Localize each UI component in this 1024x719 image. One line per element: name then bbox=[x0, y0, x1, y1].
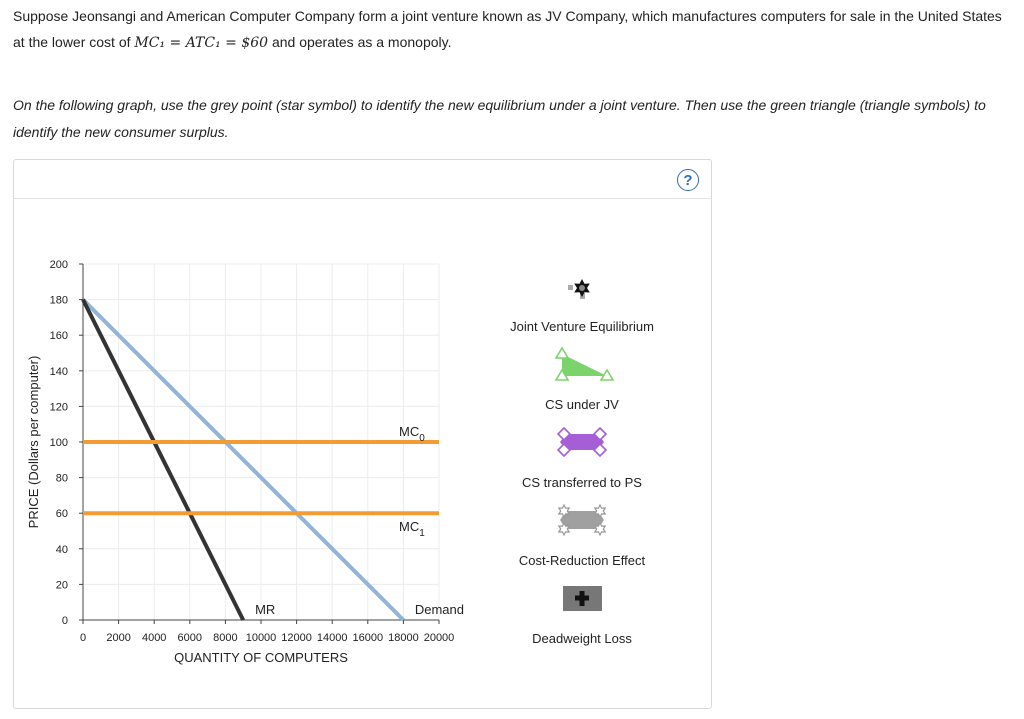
triangle-handle-icon bbox=[599, 368, 615, 381]
star-handle-icon bbox=[557, 521, 571, 537]
y-tick-label: 200 bbox=[50, 259, 68, 271]
x-axis-label: QUANTITY OF COMPUTERS bbox=[174, 650, 348, 665]
diamond-handle-icon bbox=[556, 442, 572, 458]
x-tick-label: 16000 bbox=[353, 632, 384, 644]
y-tick-label: 40 bbox=[56, 544, 68, 556]
mc-label-0: MC0 bbox=[399, 424, 425, 444]
x-tick-label: 10000 bbox=[246, 632, 277, 644]
y-tick-label: 120 bbox=[50, 401, 68, 413]
palette-item[interactable]: CS transferred to PS bbox=[522, 426, 642, 490]
instruction-text: On the following graph, use the grey poi… bbox=[13, 97, 986, 140]
x-tick-label: 12000 bbox=[281, 632, 312, 644]
palette-item[interactable]: CS under JV bbox=[545, 346, 619, 412]
y-tick-label: 60 bbox=[56, 508, 68, 520]
panel-divider bbox=[14, 198, 711, 199]
y-tick-label: 80 bbox=[56, 473, 68, 485]
plus-horizontal-icon bbox=[575, 595, 589, 601]
y-tick-label: 0 bbox=[62, 615, 68, 627]
mr-label: MR bbox=[255, 602, 275, 617]
x-tick-label: 18000 bbox=[388, 632, 419, 644]
star-handle-icon bbox=[557, 503, 571, 519]
question-text: Suppose Jeonsangi and American Computer … bbox=[13, 8, 1002, 51]
palette-item-label: Deadweight Loss bbox=[532, 631, 632, 646]
palette-item-label: Cost-Reduction Effect bbox=[519, 553, 646, 568]
series-line-mr bbox=[81, 298, 245, 621]
triangle-handle-icon bbox=[554, 368, 570, 381]
star-center-icon bbox=[579, 285, 585, 291]
cost-equation: MC₁ = ATC₁ = $60 bbox=[134, 35, 269, 51]
y-axis-label: PRICE (Dollars per computer) bbox=[26, 356, 41, 529]
palette-item-label: CS under JV bbox=[545, 397, 619, 412]
diamond-handle-icon bbox=[556, 426, 572, 442]
handle-icon bbox=[568, 285, 573, 290]
y-tick-label: 20 bbox=[56, 579, 68, 591]
demand-label: Demand bbox=[415, 602, 464, 617]
palette-item[interactable]: Joint Venture Equilibrium bbox=[510, 279, 654, 334]
rectangle-fill-icon bbox=[560, 511, 604, 529]
palette: Joint Venture Equilibrium CS under JV CS t… bbox=[510, 279, 654, 646]
diamond-handle-icon bbox=[592, 442, 608, 458]
triangle-handle-icon bbox=[554, 346, 570, 359]
x-tick-label: 4000 bbox=[142, 632, 166, 644]
y-tick-label: 100 bbox=[50, 437, 68, 449]
help-button[interactable]: ? bbox=[677, 169, 699, 191]
palette-item-label: Joint Venture Equilibrium bbox=[510, 319, 654, 334]
triangle-fill-icon bbox=[562, 354, 607, 376]
x-tick-label: 14000 bbox=[317, 632, 348, 644]
star-handle-icon bbox=[593, 521, 607, 537]
x-tick-label: 2000 bbox=[106, 632, 130, 644]
palette-item[interactable]: Deadweight Loss bbox=[532, 586, 632, 646]
diamond-handle-icon bbox=[592, 426, 608, 442]
graph-panel: ? bbox=[13, 159, 712, 709]
y-tick-label: 140 bbox=[50, 366, 68, 378]
mc-label-1: MC1 bbox=[399, 519, 425, 539]
chart-series: MR Demand MC0 MC1 bbox=[81, 298, 464, 622]
palette-item[interactable]: Cost-Reduction Effect bbox=[519, 503, 646, 568]
x-tick-label: 6000 bbox=[178, 632, 202, 644]
star-handle-icon bbox=[593, 503, 607, 519]
series-line-demand bbox=[81, 298, 405, 622]
x-tick-label: 20000 bbox=[424, 632, 455, 644]
x-tick-label: 8000 bbox=[213, 632, 237, 644]
y-tick-label: 180 bbox=[50, 295, 68, 307]
y-tick-label: 160 bbox=[50, 330, 68, 342]
x-tick-label: 0 bbox=[80, 632, 86, 644]
trapezoid-fill-icon bbox=[560, 434, 604, 450]
palette-item-label: CS transferred to PS bbox=[522, 475, 642, 490]
